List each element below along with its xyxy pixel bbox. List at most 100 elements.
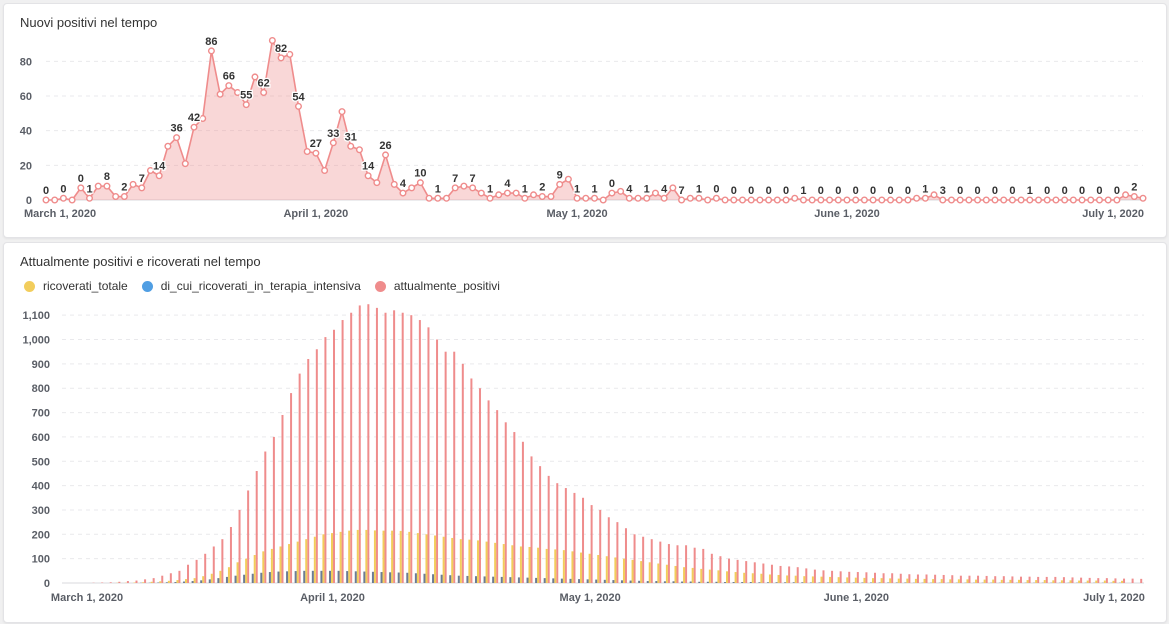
data-point: [94, 182, 102, 190]
bar-di-cui-ricoverati-in-terapia-intensiva: [569, 578, 572, 583]
bar-ricoverati-totale: [983, 579, 986, 583]
x-tick-label: July 1, 2020: [1082, 208, 1144, 220]
x-tick-label: April 1, 2020: [300, 592, 365, 604]
data-point: [390, 180, 398, 188]
bar-attualmente-positivi: [461, 363, 464, 583]
bar-ricoverati-totale: [872, 578, 874, 583]
data-label: 0: [1062, 185, 1068, 197]
bar-attualmente-positivi: [1011, 576, 1014, 583]
legend-item-ricoverati-totale[interactable]: ricoverati_totale: [24, 279, 128, 293]
x-tick-label: April 1, 2020: [283, 208, 348, 220]
bar-ricoverati-totale: [142, 582, 145, 583]
bar-attualmente-positivi: [813, 569, 816, 583]
bar-attualmente-positivi: [384, 312, 387, 583]
bar-di-cui-ricoverati-in-terapia-intensiva: [681, 581, 684, 583]
bar-di-cui-ricoverati-in-terapia-intensiva: [371, 571, 374, 583]
bar-di-cui-ricoverati-in-terapia-intensiva: [792, 582, 795, 583]
bar-ricoverati-totale: [519, 546, 522, 583]
bar-attualmente-positivi: [1028, 576, 1031, 583]
data-label: 2: [539, 182, 545, 194]
bar-attualmente-positivi: [178, 570, 181, 583]
bar-di-cui-ricoverati-in-terapia-intensiva: [165, 582, 168, 583]
bar-attualmente-positivi: [796, 567, 799, 583]
data-point: [460, 182, 468, 190]
data-point: [68, 196, 76, 204]
bar-ricoverati-totale: [760, 573, 763, 583]
data-point: [791, 194, 799, 202]
bar-attualmente-positivi: [968, 575, 971, 583]
data-point: [599, 196, 607, 204]
bar-ricoverati-totale: [528, 546, 531, 583]
bar-attualmente-positivi: [298, 373, 301, 583]
y-tick-label: 800: [32, 383, 50, 395]
data-point: [364, 172, 372, 180]
data-point: [416, 179, 424, 187]
bar-ricoverati-totale: [640, 561, 643, 583]
data-label: 0: [731, 185, 737, 197]
data-point: [42, 196, 50, 204]
bar-attualmente-positivi: [856, 572, 859, 583]
x-tick-label: July 1, 2020: [1083, 592, 1145, 604]
bottom-chart-title: Attualmente positivi e ricoverati nel te…: [20, 254, 261, 269]
data-point: [155, 172, 163, 180]
bar-attualmente-positivi: [676, 545, 679, 583]
bar-di-cui-ricoverati-in-terapia-intensiva: [174, 582, 177, 583]
x-tick-label: March 1, 2020: [24, 208, 96, 220]
data-point: [843, 196, 851, 204]
bar-ricoverati-totale: [416, 533, 419, 583]
bar-attualmente-positivi: [333, 329, 335, 583]
bar-attualmente-positivi: [1045, 576, 1048, 583]
data-point: [1000, 196, 1008, 204]
bar-ricoverati-totale: [167, 580, 170, 583]
bar-di-cui-ricoverati-in-terapia-intensiva: [663, 581, 666, 583]
bar-di-cui-ricoverati-in-terapia-intensiva: [766, 582, 769, 583]
data-point: [77, 184, 85, 192]
bar-attualmente-positivi: [487, 400, 490, 583]
bar-attualmente-positivi: [453, 351, 456, 583]
data-label: 1: [522, 183, 528, 195]
y-tick-label: 900: [32, 359, 50, 371]
bar-ricoverati-totale: [691, 567, 694, 583]
bar-ricoverati-totale: [803, 576, 806, 583]
data-point: [530, 191, 538, 199]
data-point: [503, 189, 511, 197]
data-point: [512, 189, 520, 197]
legend-label: di_cui_ricoverati_in_terapia_intensiva: [160, 279, 361, 293]
bar-attualmente-positivi: [1140, 578, 1143, 583]
bar-attualmente-positivi: [264, 451, 267, 583]
legend-item-attualmente-positivi[interactable]: attualmente_positivi: [374, 279, 500, 293]
data-label: 62: [258, 78, 270, 90]
bar-attualmente-positivi: [187, 564, 190, 583]
bar-attualmente-positivi: [418, 320, 421, 583]
legend-item-terapia-intensiva[interactable]: di_cui_ricoverati_in_terapia_intensiva: [141, 279, 361, 293]
bar-attualmente-positivi: [916, 574, 919, 583]
bar-di-cui-ricoverati-in-terapia-intensiva: [329, 570, 331, 583]
bar-attualmente-positivi: [624, 528, 627, 583]
bar-attualmente-positivi: [728, 558, 731, 583]
y-tick-label: 80: [20, 56, 32, 68]
bar-di-cui-ricoverati-in-terapia-intensiva: [741, 582, 744, 583]
bar-di-cui-ricoverati-in-terapia-intensiva: [758, 582, 761, 583]
x-tick-label: May 1, 2020: [560, 592, 621, 604]
bar-ricoverati-totale: [554, 549, 557, 583]
data-label: 4: [661, 183, 668, 195]
data-point: [582, 194, 590, 202]
bar-di-cui-ricoverati-in-terapia-intensiva: [801, 582, 804, 583]
bar-di-cui-ricoverati-in-terapia-intensiva: [517, 577, 520, 583]
data-point: [1035, 196, 1043, 204]
data-label: 1: [644, 183, 650, 195]
data-point: [277, 54, 285, 62]
bar-ricoverati-totale: [331, 533, 333, 583]
data-point: [643, 194, 651, 202]
bar-ricoverati-totale: [1026, 580, 1029, 583]
bar-attualmente-positivi: [350, 312, 353, 583]
data-label: 33: [327, 128, 339, 140]
data-point: [442, 194, 450, 202]
bar-ricoverati-totale: [708, 569, 711, 583]
bar-attualmente-positivi: [977, 575, 980, 583]
bar-attualmente-positivi: [152, 578, 155, 583]
bar-attualmente-positivi: [272, 436, 275, 583]
bar-attualmente-positivi: [985, 575, 988, 583]
bar-attualmente-positivi: [358, 305, 361, 583]
bar-di-cui-ricoverati-in-terapia-intensiva: [346, 571, 349, 583]
